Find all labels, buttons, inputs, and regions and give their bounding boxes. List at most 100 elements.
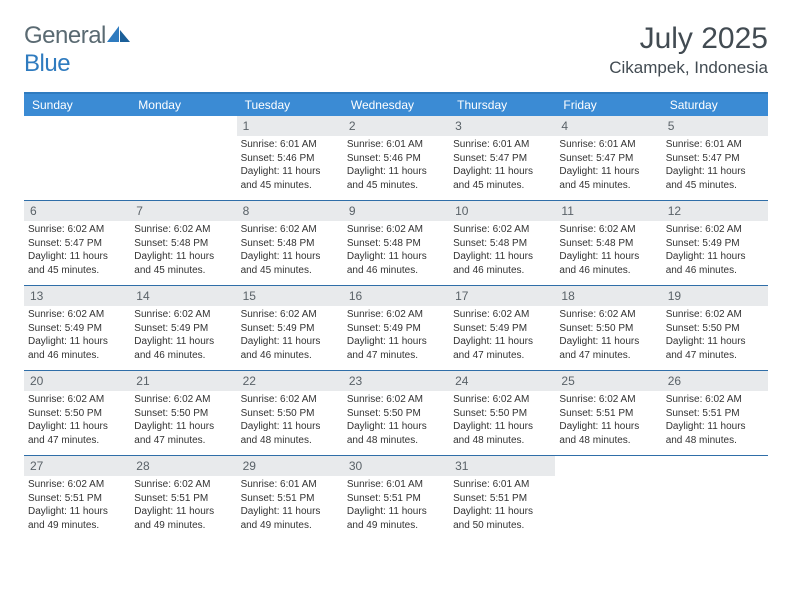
day-cell: 10Sunrise: 6:02 AMSunset: 5:48 PMDayligh… bbox=[449, 201, 555, 285]
daylight-text: Daylight: 11 hours and 45 minutes. bbox=[134, 250, 232, 277]
logo: GeneralBlue bbox=[24, 22, 132, 78]
day-cell: 8Sunrise: 6:02 AMSunset: 5:48 PMDaylight… bbox=[237, 201, 343, 285]
day-cell: . bbox=[24, 116, 130, 200]
day-number: 24 bbox=[449, 371, 555, 391]
day-cell-body: Sunrise: 6:01 AMSunset: 5:51 PMDaylight:… bbox=[343, 476, 449, 538]
day-cell-body: Sunrise: 6:02 AMSunset: 5:48 PMDaylight:… bbox=[237, 221, 343, 283]
sunset-text: Sunset: 5:49 PM bbox=[666, 237, 764, 251]
day-cell-body: Sunrise: 6:01 AMSunset: 5:51 PMDaylight:… bbox=[237, 476, 343, 538]
sunrise-text: Sunrise: 6:02 AM bbox=[241, 393, 339, 407]
day-header-monday: Monday bbox=[130, 94, 236, 116]
sunset-text: Sunset: 5:50 PM bbox=[453, 407, 551, 421]
day-number: 20 bbox=[24, 371, 130, 391]
sunrise-text: Sunrise: 6:01 AM bbox=[453, 478, 551, 492]
day-cell: 22Sunrise: 6:02 AMSunset: 5:50 PMDayligh… bbox=[237, 371, 343, 455]
week-row: 13Sunrise: 6:02 AMSunset: 5:49 PMDayligh… bbox=[24, 286, 768, 371]
sunrise-text: Sunrise: 6:02 AM bbox=[347, 223, 445, 237]
day-number: 5 bbox=[662, 116, 768, 136]
sunset-text: Sunset: 5:49 PM bbox=[453, 322, 551, 336]
day-cell-body: Sunrise: 6:02 AMSunset: 5:49 PMDaylight:… bbox=[449, 306, 555, 368]
sunset-text: Sunset: 5:46 PM bbox=[347, 152, 445, 166]
sunset-text: Sunset: 5:49 PM bbox=[241, 322, 339, 336]
sunset-text: Sunset: 5:48 PM bbox=[453, 237, 551, 251]
sunset-text: Sunset: 5:47 PM bbox=[453, 152, 551, 166]
day-number: 8 bbox=[237, 201, 343, 221]
sunrise-text: Sunrise: 6:01 AM bbox=[241, 478, 339, 492]
day-cell: 11Sunrise: 6:02 AMSunset: 5:48 PMDayligh… bbox=[555, 201, 661, 285]
day-cell-body: Sunrise: 6:02 AMSunset: 5:48 PMDaylight:… bbox=[555, 221, 661, 283]
day-cell-body: Sunrise: 6:02 AMSunset: 5:50 PMDaylight:… bbox=[343, 391, 449, 453]
daylight-text: Daylight: 11 hours and 45 minutes. bbox=[241, 165, 339, 192]
day-cell: 26Sunrise: 6:02 AMSunset: 5:51 PMDayligh… bbox=[662, 371, 768, 455]
day-cell-body: Sunrise: 6:02 AMSunset: 5:51 PMDaylight:… bbox=[24, 476, 130, 538]
day-cell: 1Sunrise: 6:01 AMSunset: 5:46 PMDaylight… bbox=[237, 116, 343, 200]
day-number: 19 bbox=[662, 286, 768, 306]
sunrise-text: Sunrise: 6:01 AM bbox=[347, 138, 445, 152]
day-number: 26 bbox=[662, 371, 768, 391]
daylight-text: Daylight: 11 hours and 49 minutes. bbox=[134, 505, 232, 532]
day-number: 18 bbox=[555, 286, 661, 306]
day-cell: 9Sunrise: 6:02 AMSunset: 5:48 PMDaylight… bbox=[343, 201, 449, 285]
sunrise-text: Sunrise: 6:01 AM bbox=[453, 138, 551, 152]
sunset-text: Sunset: 5:50 PM bbox=[28, 407, 126, 421]
day-number: 23 bbox=[343, 371, 449, 391]
day-cell-body: Sunrise: 6:02 AMSunset: 5:49 PMDaylight:… bbox=[237, 306, 343, 368]
day-cell: 15Sunrise: 6:02 AMSunset: 5:49 PMDayligh… bbox=[237, 286, 343, 370]
day-cell: 29Sunrise: 6:01 AMSunset: 5:51 PMDayligh… bbox=[237, 456, 343, 540]
day-header-wednesday: Wednesday bbox=[343, 94, 449, 116]
logo-text: GeneralBlue bbox=[24, 22, 132, 78]
day-cell: 6Sunrise: 6:02 AMSunset: 5:47 PMDaylight… bbox=[24, 201, 130, 285]
sunset-text: Sunset: 5:50 PM bbox=[134, 407, 232, 421]
day-cell: 12Sunrise: 6:02 AMSunset: 5:49 PMDayligh… bbox=[662, 201, 768, 285]
day-cell-body: Sunrise: 6:02 AMSunset: 5:51 PMDaylight:… bbox=[662, 391, 768, 453]
daylight-text: Daylight: 11 hours and 45 minutes. bbox=[453, 165, 551, 192]
day-cell: 13Sunrise: 6:02 AMSunset: 5:49 PMDayligh… bbox=[24, 286, 130, 370]
daylight-text: Daylight: 11 hours and 45 minutes. bbox=[347, 165, 445, 192]
day-number: 9 bbox=[343, 201, 449, 221]
day-number: 28 bbox=[130, 456, 236, 476]
day-header-tuesday: Tuesday bbox=[237, 94, 343, 116]
day-cell-body: Sunrise: 6:02 AMSunset: 5:48 PMDaylight:… bbox=[449, 221, 555, 283]
day-cell-body: Sunrise: 6:02 AMSunset: 5:48 PMDaylight:… bbox=[343, 221, 449, 283]
sunset-text: Sunset: 5:49 PM bbox=[28, 322, 126, 336]
sunset-text: Sunset: 5:51 PM bbox=[453, 492, 551, 506]
day-cell-body: Sunrise: 6:02 AMSunset: 5:50 PMDaylight:… bbox=[555, 306, 661, 368]
day-header-sunday: Sunday bbox=[24, 94, 130, 116]
sunrise-text: Sunrise: 6:02 AM bbox=[347, 308, 445, 322]
logo-sail-icon bbox=[106, 25, 132, 43]
weeks-container: ..1Sunrise: 6:01 AMSunset: 5:46 PMDaylig… bbox=[24, 116, 768, 540]
day-number: 4 bbox=[555, 116, 661, 136]
sunset-text: Sunset: 5:47 PM bbox=[559, 152, 657, 166]
day-cell: 25Sunrise: 6:02 AMSunset: 5:51 PMDayligh… bbox=[555, 371, 661, 455]
daylight-text: Daylight: 11 hours and 46 minutes. bbox=[453, 250, 551, 277]
day-number: 13 bbox=[24, 286, 130, 306]
sunrise-text: Sunrise: 6:02 AM bbox=[666, 223, 764, 237]
sunrise-text: Sunrise: 6:02 AM bbox=[241, 308, 339, 322]
day-number: 27 bbox=[24, 456, 130, 476]
day-number: 21 bbox=[130, 371, 236, 391]
sunrise-text: Sunrise: 6:02 AM bbox=[134, 393, 232, 407]
day-cell: 18Sunrise: 6:02 AMSunset: 5:50 PMDayligh… bbox=[555, 286, 661, 370]
sunrise-text: Sunrise: 6:02 AM bbox=[134, 308, 232, 322]
day-number: 15 bbox=[237, 286, 343, 306]
day-number: 17 bbox=[449, 286, 555, 306]
daylight-text: Daylight: 11 hours and 47 minutes. bbox=[559, 335, 657, 362]
day-cell-body: Sunrise: 6:01 AMSunset: 5:47 PMDaylight:… bbox=[555, 136, 661, 198]
day-number: 6 bbox=[24, 201, 130, 221]
daylight-text: Daylight: 11 hours and 45 minutes. bbox=[241, 250, 339, 277]
day-header-thursday: Thursday bbox=[449, 94, 555, 116]
day-cell: 14Sunrise: 6:02 AMSunset: 5:49 PMDayligh… bbox=[130, 286, 236, 370]
day-cell: 21Sunrise: 6:02 AMSunset: 5:50 PMDayligh… bbox=[130, 371, 236, 455]
day-cell-body: Sunrise: 6:02 AMSunset: 5:50 PMDaylight:… bbox=[237, 391, 343, 453]
sunrise-text: Sunrise: 6:02 AM bbox=[453, 308, 551, 322]
day-number: 14 bbox=[130, 286, 236, 306]
daylight-text: Daylight: 11 hours and 47 minutes. bbox=[28, 420, 126, 447]
sunrise-text: Sunrise: 6:01 AM bbox=[666, 138, 764, 152]
day-cell: 2Sunrise: 6:01 AMSunset: 5:46 PMDaylight… bbox=[343, 116, 449, 200]
day-number: 29 bbox=[237, 456, 343, 476]
sunset-text: Sunset: 5:51 PM bbox=[559, 407, 657, 421]
day-cell-body: Sunrise: 6:01 AMSunset: 5:51 PMDaylight:… bbox=[449, 476, 555, 538]
logo-text-general: General bbox=[24, 22, 106, 49]
sunset-text: Sunset: 5:50 PM bbox=[347, 407, 445, 421]
day-cell-body: Sunrise: 6:02 AMSunset: 5:51 PMDaylight:… bbox=[555, 391, 661, 453]
